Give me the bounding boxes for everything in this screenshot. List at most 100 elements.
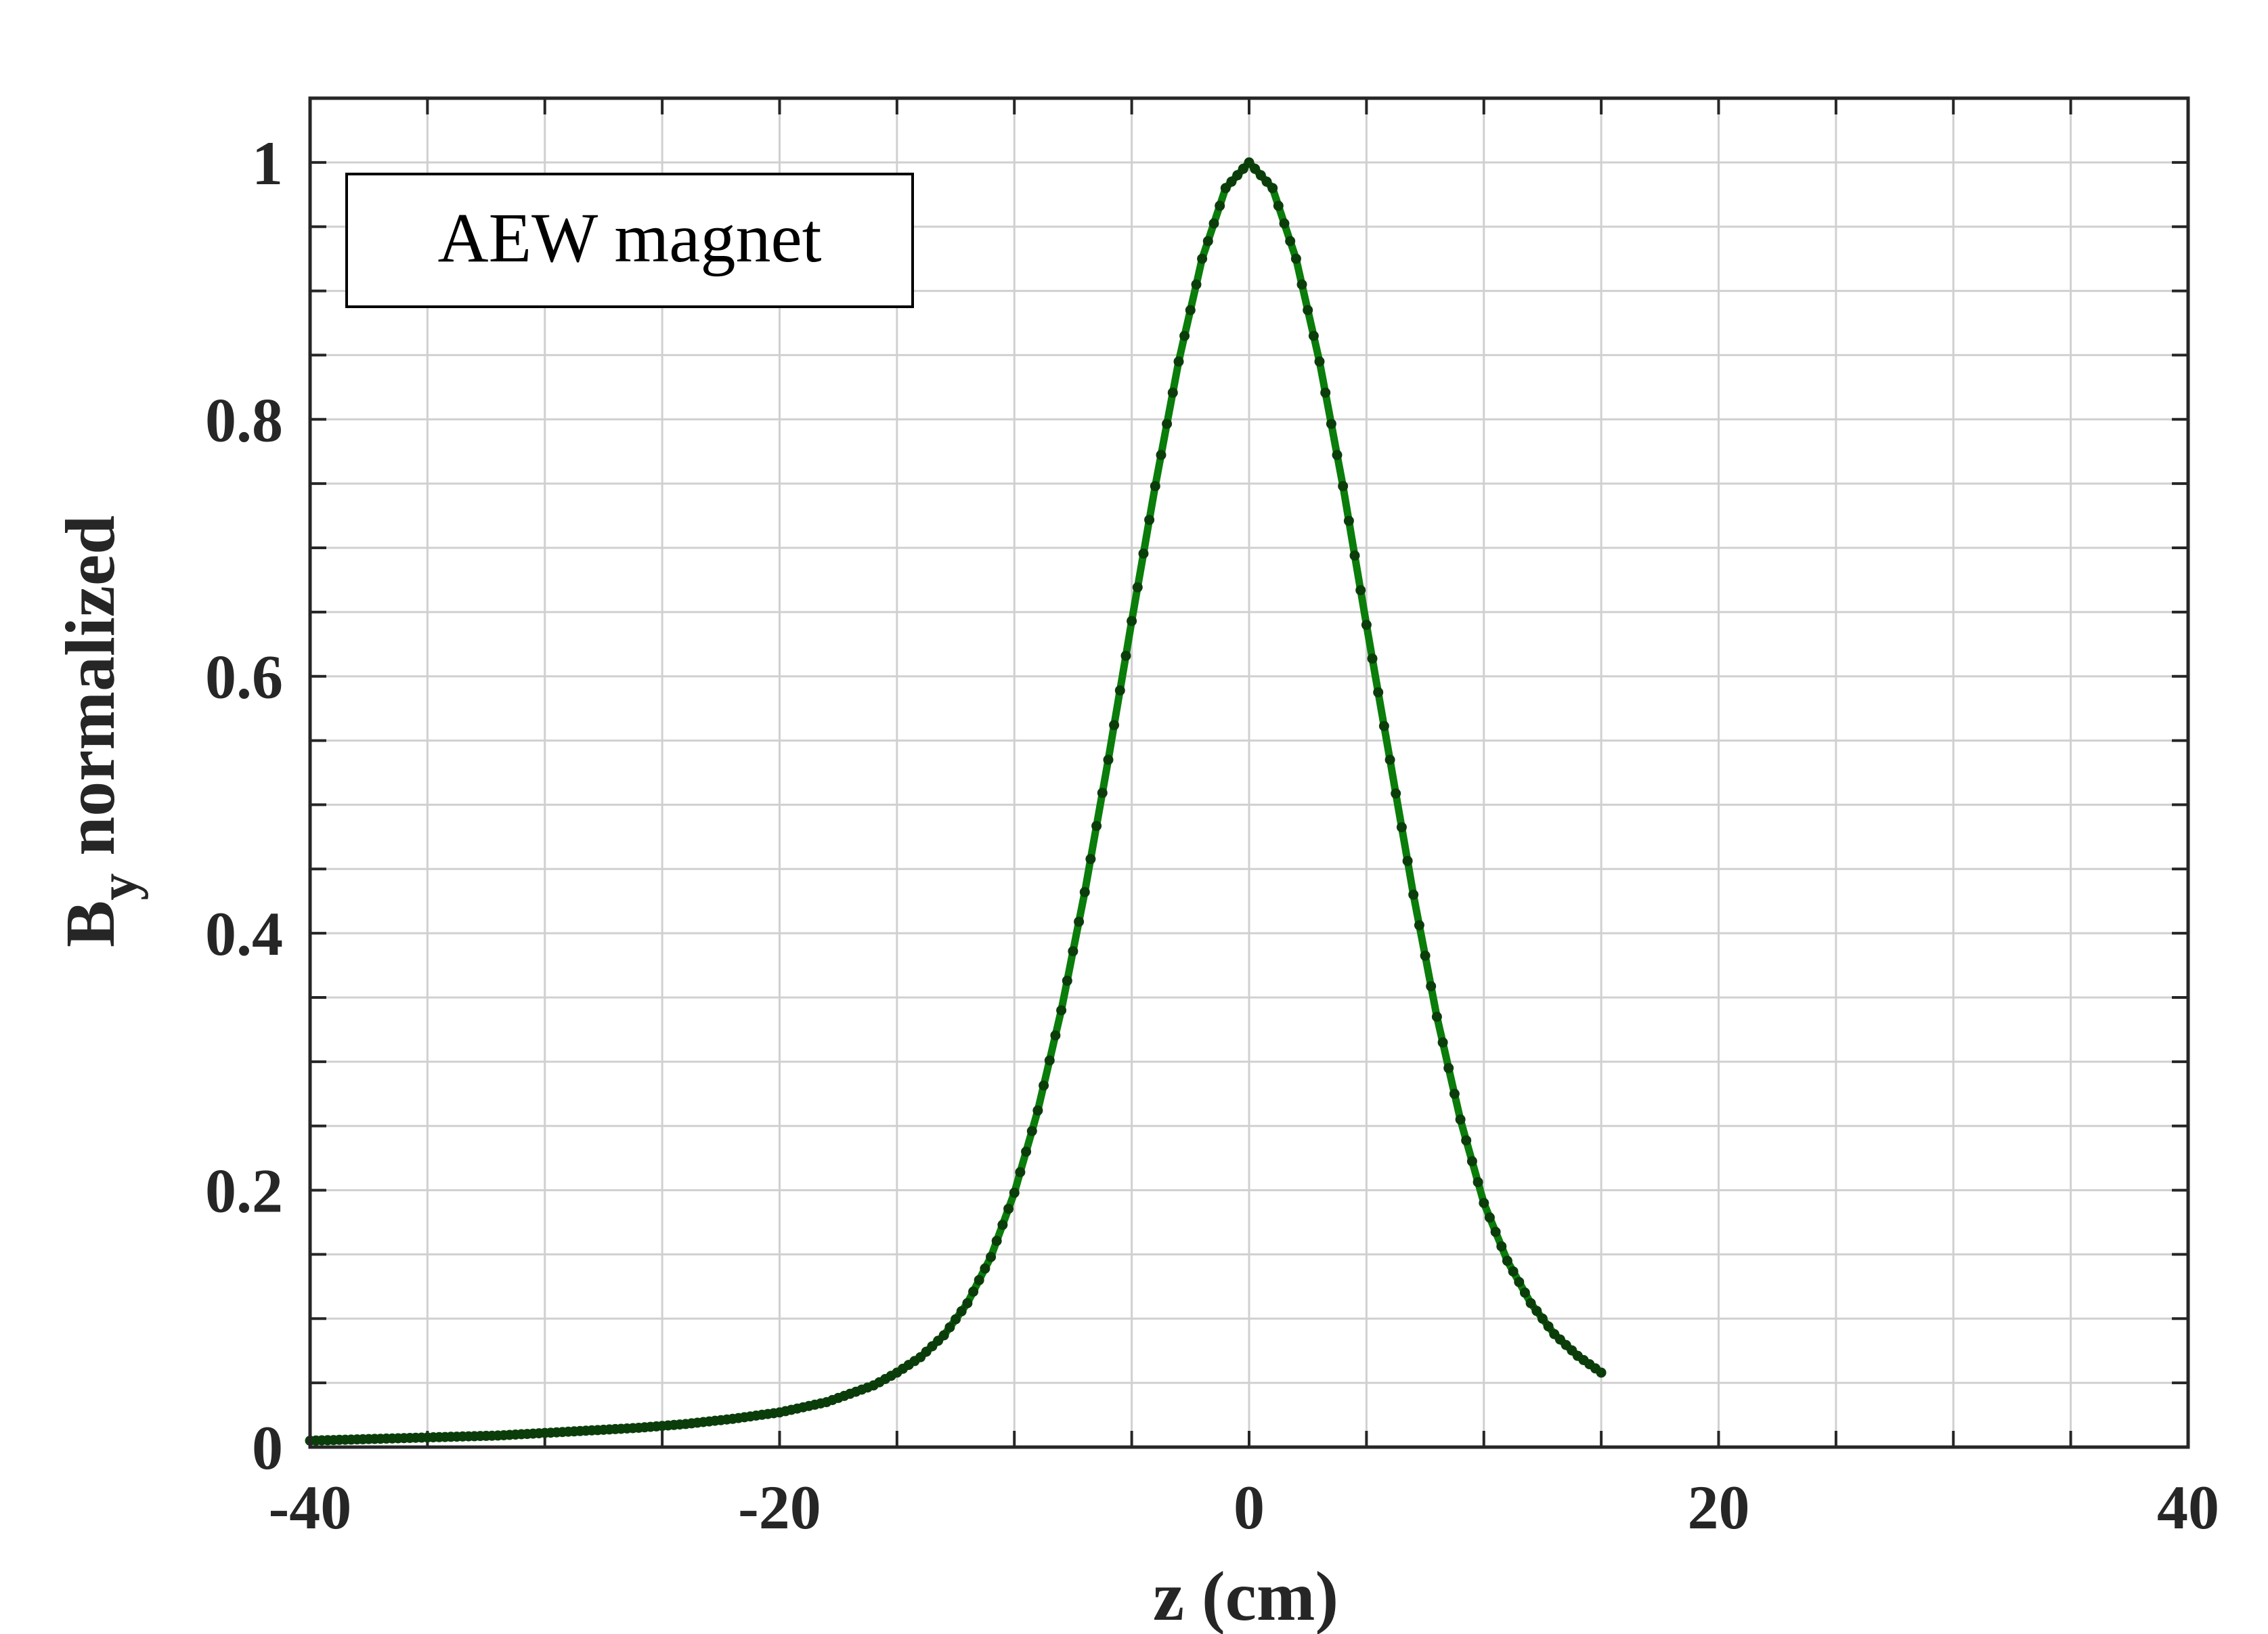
series-marker <box>938 1330 949 1341</box>
series-marker <box>1003 1203 1014 1214</box>
series-marker <box>1496 1241 1507 1252</box>
series-marker <box>1091 821 1102 832</box>
series-marker <box>1144 515 1155 525</box>
series-marker <box>1197 253 1208 264</box>
series-marker <box>1490 1226 1501 1237</box>
series-marker <box>1279 218 1290 229</box>
series-marker <box>1273 200 1284 211</box>
series-marker <box>1514 1276 1525 1287</box>
series-marker <box>1179 330 1190 341</box>
series-marker <box>1039 1080 1049 1091</box>
series-marker <box>1255 170 1266 181</box>
y-axis-title: By normalized <box>51 515 149 947</box>
series-marker <box>1479 1198 1489 1208</box>
series-marker <box>1308 330 1319 341</box>
series-marker <box>1202 236 1213 246</box>
series-marker <box>1378 721 1389 731</box>
series-marker <box>1414 920 1424 930</box>
series-marker <box>1484 1212 1495 1223</box>
series-marker <box>1167 387 1178 398</box>
series-marker <box>1402 855 1413 866</box>
legend-box <box>345 173 914 308</box>
series-marker <box>1244 157 1255 168</box>
series-marker <box>991 1236 1002 1246</box>
series-marker <box>1044 1055 1055 1066</box>
series-marker <box>1443 1062 1454 1073</box>
series-marker <box>986 1251 997 1262</box>
series-marker <box>1074 916 1085 927</box>
x-tick-label: -40 <box>269 1473 352 1542</box>
y-tick-label: 1 <box>252 129 283 198</box>
series-marker <box>1232 170 1243 181</box>
series-marker <box>1396 822 1407 833</box>
series-marker <box>1032 1105 1043 1116</box>
series-marker <box>1355 585 1366 596</box>
series-marker <box>1384 754 1395 765</box>
y-tick-label: 0.8 <box>205 385 283 454</box>
series-marker <box>1303 305 1313 316</box>
series-marker <box>1473 1177 1483 1188</box>
series-marker <box>1508 1266 1519 1277</box>
series-marker <box>1208 218 1219 229</box>
series-marker <box>956 1306 967 1316</box>
series-marker <box>1220 183 1231 194</box>
series-marker <box>1114 685 1125 696</box>
series-marker <box>1461 1135 1472 1146</box>
series-marker <box>1349 550 1360 561</box>
x-axis-title: z (cm) <box>1153 1557 1338 1634</box>
series-marker <box>1150 481 1160 492</box>
series-marker <box>1543 1321 1554 1332</box>
series-marker <box>1097 788 1108 798</box>
y-tick-label: 0.6 <box>205 643 283 712</box>
series-marker <box>1373 687 1384 697</box>
series-marker <box>1050 1030 1061 1041</box>
y-axis-title-main: B <box>51 901 129 947</box>
series-marker <box>1290 253 1301 264</box>
series-marker <box>1103 754 1114 765</box>
series-marker <box>1367 653 1378 664</box>
x-tick-label: 20 <box>1688 1473 1750 1542</box>
series-marker <box>980 1263 990 1274</box>
x-tick-label: 40 <box>2157 1473 2219 1542</box>
series-marker <box>1056 1005 1067 1016</box>
series-marker <box>1343 515 1354 526</box>
series-marker <box>968 1286 979 1297</box>
series-marker <box>1261 176 1272 187</box>
series-marker <box>1267 183 1278 194</box>
y-tick-label: 0 <box>252 1413 283 1482</box>
series-marker <box>1314 356 1325 367</box>
y-tick-label: 0.2 <box>205 1157 283 1226</box>
series <box>305 157 1607 1446</box>
series-marker <box>1015 1167 1026 1178</box>
series-marker <box>974 1274 984 1285</box>
series-marker <box>1320 387 1331 398</box>
series-marker <box>1531 1306 1542 1316</box>
series-marker <box>1009 1187 1020 1198</box>
series-marker <box>1391 788 1401 799</box>
series-marker <box>1079 886 1090 897</box>
series-marker <box>1085 854 1096 865</box>
series-marker <box>1296 279 1307 290</box>
series-marker <box>1537 1313 1548 1324</box>
series-marker <box>1525 1298 1536 1308</box>
y-axis-title-rest: normalized <box>51 515 129 874</box>
series-marker <box>1068 946 1078 957</box>
series-marker <box>1437 1037 1448 1048</box>
series-marker <box>997 1220 1008 1230</box>
series-marker <box>1361 620 1372 630</box>
series-marker <box>1426 981 1437 991</box>
series-marker <box>944 1322 955 1333</box>
series-marker <box>1238 163 1248 174</box>
series-marker <box>1021 1146 1032 1157</box>
legend-label: AEW magnet <box>437 199 821 277</box>
series-marker <box>1162 418 1173 429</box>
series-marker <box>1408 889 1419 900</box>
series-marker <box>1466 1156 1477 1167</box>
series-marker <box>1455 1114 1466 1125</box>
series-marker <box>1026 1125 1037 1136</box>
tick-labels: -40 -20 0 20 40 0 0.2 0.4 0.6 0.8 1 <box>205 129 2219 1542</box>
series-marker <box>951 1314 961 1325</box>
series-marker <box>1596 1367 1607 1378</box>
series-marker <box>1226 176 1237 187</box>
